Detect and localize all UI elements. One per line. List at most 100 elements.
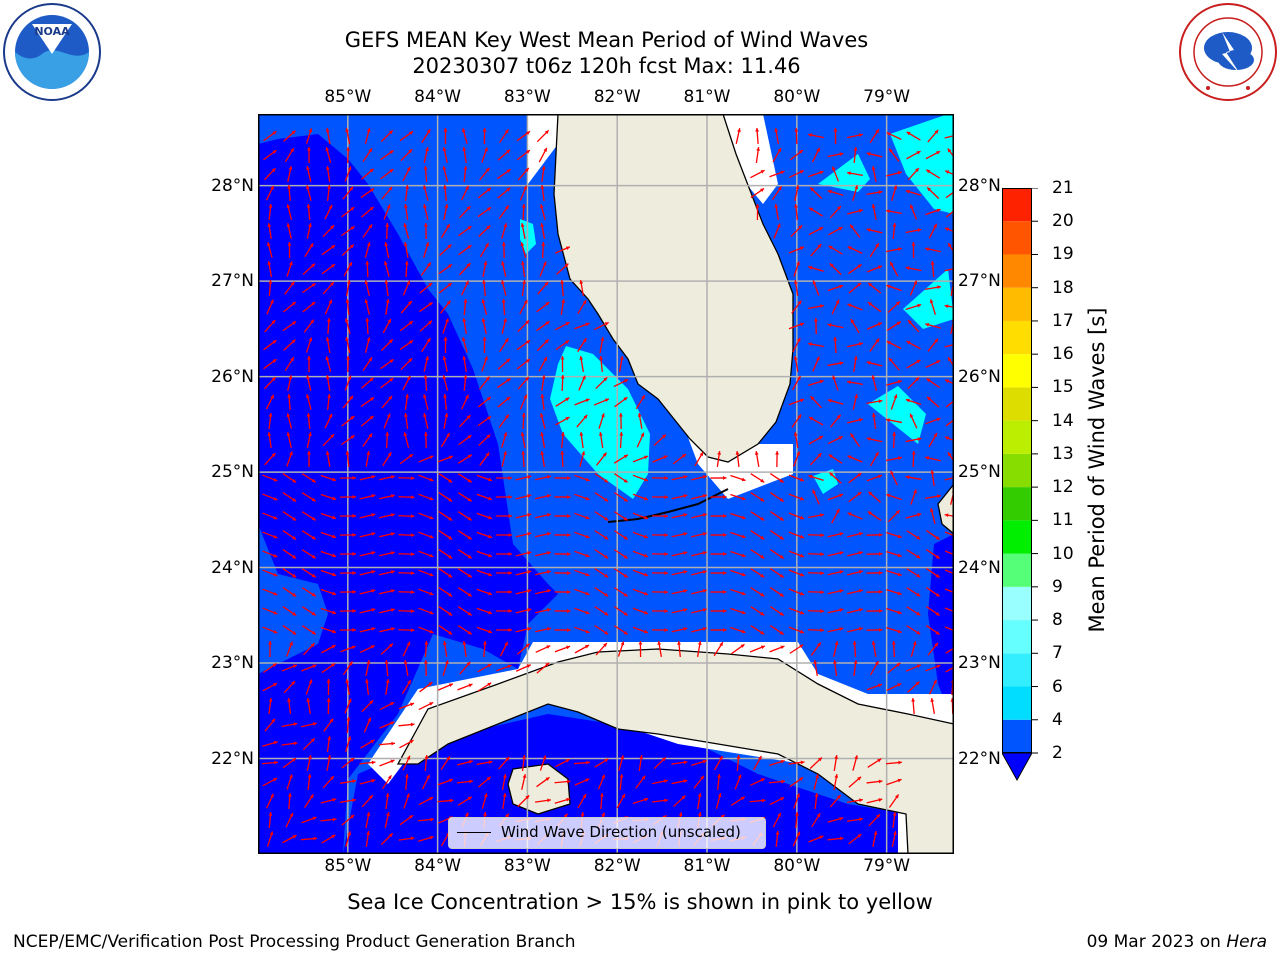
wave-direction-arrow (769, 473, 785, 483)
wave-direction-arrow (829, 205, 842, 219)
wave-direction-arrow (574, 644, 590, 654)
wave-direction-arrow (847, 133, 863, 139)
wave-direction-arrow (540, 393, 545, 411)
wave-direction-arrow (907, 681, 920, 693)
wave-direction-arrow (306, 755, 312, 771)
wave-direction-arrow (827, 152, 844, 158)
wave-direction-arrow (380, 129, 394, 143)
wave-direction-arrow (423, 147, 429, 163)
wave-direction-arrow (418, 531, 434, 539)
wave-direction-arrow (517, 794, 530, 808)
wave-direction-arrow (517, 167, 530, 181)
wave-direction-arrow (281, 722, 298, 728)
wave-direction-arrow (556, 263, 569, 275)
colorbar-band (1002, 653, 1032, 687)
wave-direction-arrow (792, 375, 801, 391)
footer-date-text: 09 Mar 2023 on (1086, 932, 1221, 952)
wave-direction-arrow (476, 550, 493, 558)
wave-direction-arrow (730, 531, 746, 539)
wave-direction-arrow (385, 792, 390, 810)
wave-direction-arrow (594, 321, 609, 331)
wave-direction-arrow (361, 168, 374, 180)
wave-direction-arrow (438, 587, 453, 597)
wave-direction-arrow (418, 474, 434, 482)
wave-direction-arrow (594, 492, 609, 502)
wave-direction-arrow (769, 606, 785, 616)
wave-direction-arrow (326, 697, 331, 715)
wave-direction-arrow (847, 209, 863, 215)
wave-direction-arrow (359, 779, 376, 785)
wave-direction-arrow (638, 640, 643, 658)
wave-direction-arrow (618, 356, 624, 372)
wave-direction-arrow (360, 739, 375, 749)
wave-direction-arrow (282, 473, 297, 483)
wave-direction-arrow (810, 395, 822, 409)
wave-direction-arrow (421, 128, 431, 144)
wave-direction-arrow (617, 641, 625, 657)
wave-direction-arrow (867, 758, 882, 768)
wave-direction-arrow (476, 493, 493, 501)
wave-direction-arrow (886, 456, 902, 462)
wave-direction-arrow (262, 607, 278, 615)
wave-direction-arrow (423, 431, 428, 449)
chart-title: GEFS MEAN Key West Mean Period of Wind W… (344, 28, 869, 52)
wave-direction-arrow (847, 455, 863, 463)
wave-direction-arrow (344, 698, 352, 714)
wave-direction-arrow (561, 431, 565, 449)
wave-direction-arrow (613, 454, 629, 464)
ocean-2-4s-patch-west (258, 524, 328, 674)
colorbar-band (1002, 586, 1032, 621)
wave-direction-arrow (324, 413, 333, 429)
wave-direction-arrow (754, 451, 760, 467)
colorbar-level-label: 10 (1052, 543, 1074, 564)
wave-direction-arrow (829, 262, 842, 276)
wave-direction-arrow (788, 531, 805, 539)
wave-direction-arrow (599, 355, 603, 373)
wave-direction-arrow (265, 185, 275, 201)
wave-direction-arrow (871, 641, 877, 657)
wave-direction-arrow (867, 510, 882, 522)
wave-direction-arrow (691, 475, 707, 481)
wave-direction-arrow (383, 261, 390, 277)
wave-direction-arrow (793, 356, 799, 372)
wave-direction-arrow (442, 318, 449, 334)
wave-direction-arrow (716, 450, 722, 468)
wave-direction-arrow (827, 551, 844, 557)
lon-tick-label: 79°W (863, 87, 911, 107)
wave-direction-arrow (346, 716, 351, 734)
wave-direction-arrow (749, 645, 766, 653)
wave-direction-arrow (457, 549, 473, 559)
wave-direction-arrow (437, 683, 454, 691)
wave-direction-arrow (459, 205, 471, 219)
wave-direction-arrow (341, 757, 355, 769)
wave-direction-arrow (499, 337, 509, 353)
wave-direction-arrow (320, 569, 337, 577)
wave-direction-arrow (282, 492, 297, 502)
wave-direction-arrow (691, 759, 707, 766)
wave-direction-arrow (555, 397, 570, 407)
wave-direction-arrow (926, 396, 940, 408)
wave-direction-arrow (574, 569, 590, 577)
wave-direction-arrow (320, 817, 337, 822)
wave-direction-arrow (792, 337, 801, 353)
wave-direction-arrow (262, 588, 278, 596)
wave-direction-arrow (301, 664, 317, 672)
wave-direction-arrow (342, 395, 354, 409)
wave-direction-arrow (423, 185, 429, 201)
wave-direction-arrow (365, 812, 371, 828)
wave-direction-arrow (869, 128, 880, 144)
wave-direction-arrow (574, 322, 590, 330)
wave-direction-arrow (827, 361, 844, 367)
wave-direction-arrow (519, 185, 528, 201)
wave-direction-arrow (594, 625, 609, 635)
wave-direction-arrow (477, 187, 492, 199)
wave-direction-arrow (828, 454, 843, 464)
wave-direction-arrow (345, 280, 351, 296)
wave-direction-arrow (421, 774, 431, 790)
wave-direction-arrow (476, 626, 493, 634)
wave-direction-arrow (535, 627, 551, 633)
wave-direction-arrow (325, 147, 332, 163)
colorbar-level-label: 16 (1052, 344, 1074, 365)
wave-direction-arrow (438, 625, 453, 635)
wave-direction-arrow (618, 755, 625, 771)
